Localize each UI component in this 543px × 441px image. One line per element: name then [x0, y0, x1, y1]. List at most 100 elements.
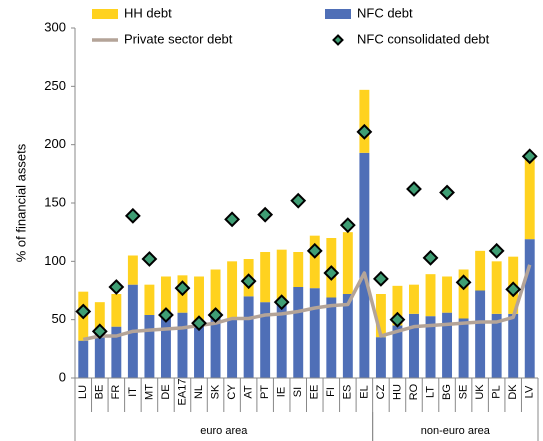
- legend-swatch: [92, 9, 118, 19]
- x-tick-label: LT: [424, 386, 436, 398]
- line: [82, 264, 532, 342]
- marker: [422, 249, 439, 266]
- marker: [207, 307, 224, 323]
- bar: [260, 252, 271, 303]
- bar: [111, 326, 122, 378]
- x-tick-label: DK: [507, 384, 519, 400]
- y-tick-label: 50: [52, 311, 66, 326]
- bar: [78, 340, 89, 378]
- bar: [227, 261, 238, 320]
- bar: [160, 276, 171, 314]
- bar: [210, 269, 221, 314]
- marker: [240, 273, 257, 290]
- x-tick-label: SI: [292, 387, 304, 397]
- bar: [342, 232, 353, 294]
- bar: [392, 285, 403, 326]
- bar: [194, 276, 204, 324]
- marker: [273, 294, 290, 311]
- x-tick-label: AT: [243, 385, 255, 399]
- x-tick-label: PT: [259, 385, 271, 399]
- y-tick-label: 250: [44, 78, 66, 93]
- x-tick-label: EL: [358, 385, 370, 398]
- marker: [339, 217, 356, 234]
- bar: [491, 313, 502, 378]
- bar: [375, 294, 386, 338]
- bar: [425, 274, 436, 317]
- y-tick-label: 100: [44, 253, 66, 268]
- marker: [290, 192, 307, 209]
- legend-label: Private sector debt: [124, 31, 233, 46]
- bar: [442, 312, 453, 378]
- bar: [475, 250, 486, 291]
- bar: [359, 89, 370, 153]
- bar: [409, 313, 419, 378]
- bar: [210, 313, 221, 378]
- x-tick-label: RO: [408, 383, 420, 400]
- bar: [227, 319, 238, 378]
- bar: [326, 297, 337, 378]
- bar: [359, 152, 370, 378]
- y-tick-label: 150: [44, 194, 66, 209]
- bar: [409, 284, 419, 314]
- marker: [91, 323, 108, 340]
- marker: [521, 148, 538, 165]
- y-axis-label: % of financial assets: [13, 143, 28, 262]
- x-tick-label: EE: [309, 385, 321, 400]
- bar: [293, 287, 304, 378]
- bar: [442, 276, 453, 313]
- legend-swatch: [325, 9, 351, 19]
- bar: [491, 261, 502, 314]
- bar: [425, 316, 436, 378]
- bar: [144, 284, 155, 315]
- marker: [389, 311, 406, 328]
- x-tick-label: BG: [441, 384, 453, 400]
- x-tick-label: ES: [342, 385, 354, 400]
- bar: [243, 296, 254, 378]
- bar: [144, 315, 155, 378]
- x-tick-label: DE: [160, 384, 172, 399]
- bar: [260, 302, 271, 378]
- x-tick-label: LU: [77, 385, 89, 399]
- bar: [392, 325, 403, 378]
- marker: [191, 315, 207, 332]
- bar: [194, 323, 204, 378]
- marker: [108, 279, 125, 295]
- marker: [257, 206, 274, 223]
- marker: [356, 123, 373, 140]
- legend-label: NFC debt: [357, 5, 413, 20]
- marker: [439, 184, 455, 201]
- bar: [458, 269, 469, 319]
- bar: [524, 239, 535, 378]
- bar: [94, 302, 105, 332]
- x-tick-label: EA17: [176, 379, 188, 406]
- bar: [309, 235, 320, 289]
- marker: [158, 307, 174, 323]
- bar: [177, 312, 188, 378]
- bar: [127, 255, 138, 285]
- bar: [524, 156, 535, 240]
- marker: [75, 303, 92, 320]
- x-tick-label: HU: [391, 384, 403, 400]
- group-label: euro area: [200, 425, 248, 437]
- marker: [141, 251, 158, 267]
- marker: [124, 207, 141, 224]
- legend-swatch: [332, 34, 344, 46]
- marker: [306, 242, 323, 259]
- marker: [174, 280, 191, 297]
- marker: [455, 274, 472, 291]
- bar: [111, 294, 122, 327]
- x-tick-label: NL: [193, 385, 205, 399]
- x-tick-label: FR: [110, 385, 122, 400]
- bar: [276, 302, 287, 378]
- x-tick-label: LV: [524, 385, 536, 398]
- x-tick-label: CY: [226, 384, 238, 400]
- x-tick-label: PL: [491, 385, 503, 398]
- legend-label: HH debt: [124, 5, 172, 20]
- bar: [375, 337, 386, 378]
- x-tick-label: CZ: [375, 384, 387, 399]
- y-tick-label: 300: [44, 19, 66, 34]
- group-label: non-euro area: [421, 425, 491, 437]
- bar: [342, 294, 353, 378]
- bar: [293, 252, 304, 287]
- marker: [488, 242, 505, 259]
